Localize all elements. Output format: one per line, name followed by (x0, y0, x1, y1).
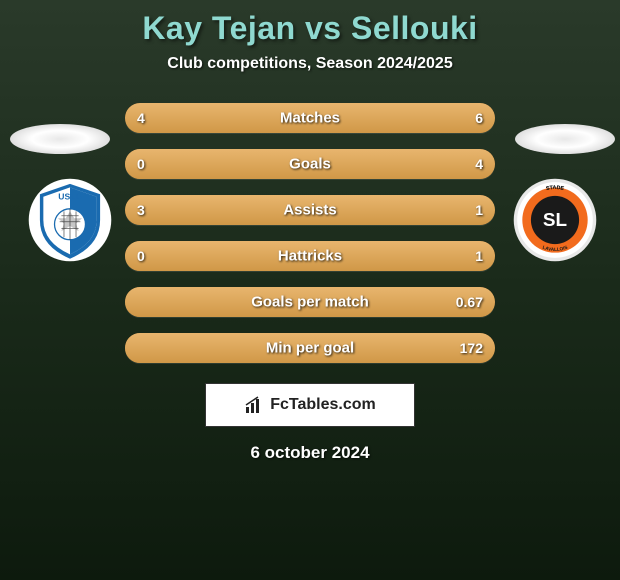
stat-label: Hattricks (278, 248, 342, 265)
lavallois-logo-icon: SL STADE STADE LAVALLOIS (512, 177, 598, 263)
stat-row: Goals per match 0.67 (125, 287, 495, 317)
shadow-ellipse-right (515, 124, 615, 154)
stats-area: Matches 4 6 Goals 0 4 Assists 3 1 Hattricks 0 1 Goal… (125, 103, 495, 363)
page-title: Kay Tejan vs Sellouki (0, 10, 620, 47)
stat-value-left: 4 (137, 110, 145, 126)
stat-row: Goals 0 4 (125, 149, 495, 179)
stat-row: Min per goal 172 (125, 333, 495, 363)
attribution-text: FcTables.com (270, 396, 376, 414)
comparison-infographic: Kay Tejan vs Sellouki Club competitions,… (0, 0, 620, 580)
stat-row: Matches 4 6 (125, 103, 495, 133)
stat-label: Goals (289, 156, 331, 173)
team-badge-left: USLD (25, 175, 115, 265)
team-badge-right: SL STADE STADE LAVALLOIS (510, 175, 600, 265)
date-text: 6 october 2024 (0, 443, 620, 463)
stat-row: Assists 3 1 (125, 195, 495, 225)
stat-value-left: 0 (137, 156, 145, 172)
stat-value-left: 0 (137, 248, 145, 264)
svg-text:SL: SL (543, 210, 567, 231)
stat-label: Goals per match (251, 294, 369, 311)
stat-row: Hattricks 0 1 (125, 241, 495, 271)
shadow-ellipse-left (10, 124, 110, 154)
stat-value-left: 3 (137, 202, 145, 218)
stat-label: Assists (283, 202, 336, 219)
page-subtitle: Club competitions, Season 2024/2025 (0, 55, 620, 73)
attribution-box: FcTables.com (205, 383, 415, 427)
chart-icon (244, 395, 264, 415)
stat-bar-fill-left (125, 103, 273, 133)
stat-label: Matches (280, 110, 340, 127)
stat-value-right: 1 (475, 202, 483, 218)
stat-value-right: 0.67 (456, 294, 483, 310)
stat-value-right: 172 (460, 340, 483, 356)
svg-text:USLD: USLD (58, 191, 81, 201)
stat-bar-fill-left (125, 195, 403, 225)
stat-label: Min per goal (266, 340, 354, 357)
usld-logo-icon: USLD (27, 177, 113, 263)
stat-value-right: 4 (475, 156, 483, 172)
stat-value-right: 6 (475, 110, 483, 126)
stat-value-right: 1 (475, 248, 483, 264)
